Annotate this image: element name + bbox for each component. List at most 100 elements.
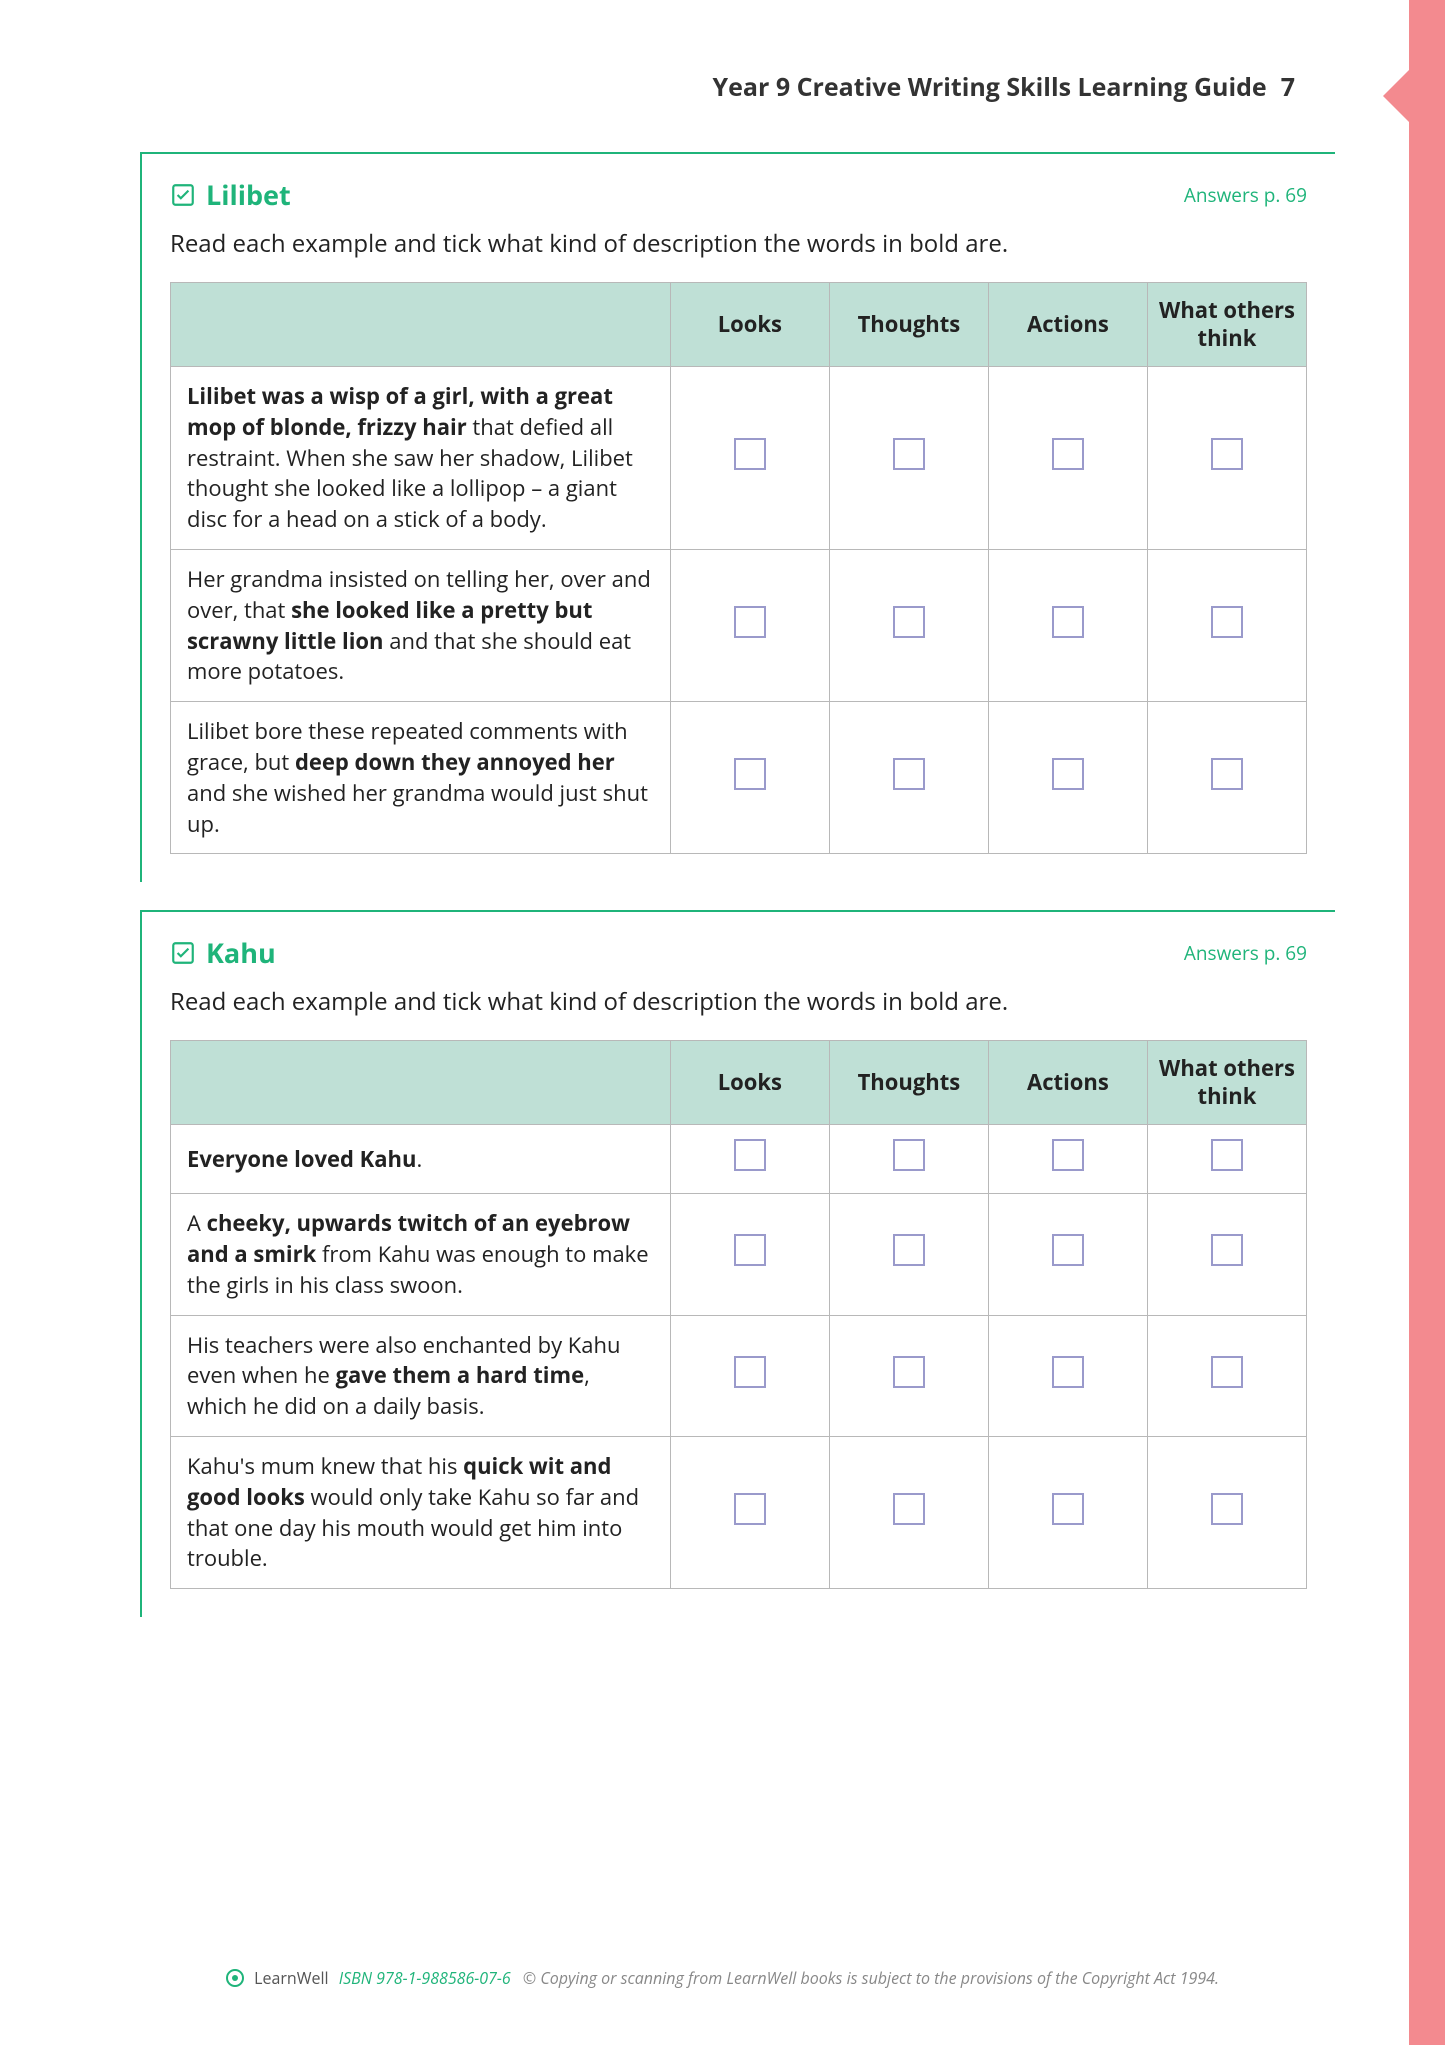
table-row: Lilibet bore these repeated comments wit…	[171, 702, 1307, 854]
table-column-header: Looks	[670, 1041, 829, 1125]
exercise-box: Lilibet Answers p. 69 Read each example an…	[140, 152, 1335, 882]
table-row: Everyone loved Kahu.	[171, 1125, 1307, 1194]
table-row: His teachers were also enchanted by Kahu…	[171, 1315, 1307, 1436]
tick-checkbox[interactable]	[1211, 1493, 1243, 1525]
text-segment: .	[416, 1144, 422, 1174]
page-header: Year 9 Creative Writing Skills Learning …	[140, 70, 1335, 104]
checkbox-cell	[1147, 1194, 1306, 1315]
answers-reference: Answers p. 69	[1184, 182, 1307, 208]
tick-checkbox[interactable]	[1211, 438, 1243, 470]
table-column-header: Actions	[988, 1041, 1147, 1125]
tick-checkbox[interactable]	[734, 1493, 766, 1525]
tick-checkbox[interactable]	[734, 758, 766, 790]
tick-checkbox[interactable]	[734, 1356, 766, 1388]
tick-checkbox[interactable]	[1052, 606, 1084, 638]
checkbox-cell	[988, 702, 1147, 854]
exercise-instructions: Read each example and tick what kind of …	[170, 227, 1307, 260]
footer-brand: LearnWell	[254, 1967, 328, 1989]
checkbox-cell	[988, 367, 1147, 550]
tick-checkbox[interactable]	[1211, 1234, 1243, 1266]
table-header-blank	[171, 1041, 671, 1125]
table-row: Lilibet was a wisp of a girl, with a gre…	[171, 367, 1307, 550]
checkbox-cell	[670, 1315, 829, 1436]
tick-checkbox[interactable]	[893, 1234, 925, 1266]
footer-isbn: ISBN 978-1-988586-07-6	[339, 1967, 511, 1989]
checkbox-cell	[670, 1194, 829, 1315]
checkbox-cell	[670, 1125, 829, 1194]
tick-checkbox[interactable]	[1052, 758, 1084, 790]
header-page-number: 7	[1281, 70, 1295, 104]
table-column-header: What others think	[1147, 283, 1306, 367]
exercise-box: KahuAnswers p. 69Read each example and t…	[140, 910, 1335, 1617]
checkbox-cell	[829, 1436, 988, 1588]
exercise-header: Lilibet Answers p. 69	[170, 176, 1307, 213]
description-cell: Lilibet was a wisp of a girl, with a gre…	[171, 367, 671, 550]
tick-checkbox[interactable]	[893, 1139, 925, 1171]
checkbox-cell	[829, 1125, 988, 1194]
table-header-blank	[171, 283, 671, 367]
checkbox-cell	[829, 1194, 988, 1315]
table-row: Her grandma insisted on telling her, ove…	[171, 549, 1307, 701]
text-segment: Kahu's mum knew that his	[187, 1451, 463, 1481]
bold-text-segment: gave them a hard time	[336, 1360, 585, 1390]
footer-copyright: © Copying or scanning from LearnWell boo…	[523, 1967, 1219, 1989]
tick-checkbox[interactable]	[1052, 1234, 1084, 1266]
text-segment: and she wished her grandma would just sh…	[187, 778, 648, 839]
checkbox-cell	[829, 549, 988, 701]
header-title: Year 9 Creative Writing Skills Learning …	[713, 70, 1267, 104]
checkbox-cell	[1147, 549, 1306, 701]
tick-checkbox[interactable]	[893, 758, 925, 790]
checkbox-cell	[1147, 367, 1306, 550]
text-segment: A	[187, 1208, 207, 1238]
table-column-header: Thoughts	[829, 283, 988, 367]
tick-checkbox[interactable]	[1211, 758, 1243, 790]
bold-text-segment: deep down they annoyed her	[295, 747, 615, 777]
tick-checkbox[interactable]	[734, 1139, 766, 1171]
tick-checkbox[interactable]	[1052, 438, 1084, 470]
table-column-header: Actions	[988, 283, 1147, 367]
table-row: A cheeky, upwards twitch of an eyebrow a…	[171, 1194, 1307, 1315]
tick-checkbox[interactable]	[1211, 606, 1243, 638]
checkbox-cell	[988, 1315, 1147, 1436]
description-cell: A cheeky, upwards twitch of an eyebrow a…	[171, 1194, 671, 1315]
tick-checkbox[interactable]	[734, 606, 766, 638]
footer: LearnWell ISBN 978-1-988586-07-6 © Copyi…	[0, 1967, 1445, 1989]
checkbox-cell	[670, 549, 829, 701]
tick-checkbox[interactable]	[893, 1356, 925, 1388]
tick-checkbox[interactable]	[1052, 1139, 1084, 1171]
tick-checkbox[interactable]	[1052, 1493, 1084, 1525]
tick-checkbox[interactable]	[893, 1493, 925, 1525]
exercise-table: LooksThoughtsActionsWhat others thinkEve…	[170, 1040, 1307, 1589]
exercise-header: Kahu Answers p. 69	[170, 934, 1307, 971]
checkbox-cell	[829, 702, 988, 854]
checkbox-cell	[1147, 1436, 1306, 1588]
tick-checkbox[interactable]	[893, 606, 925, 638]
exercise-title-text: Kahu	[206, 934, 276, 971]
answers-reference: Answers p. 69	[1184, 940, 1307, 966]
checkmark-box-icon	[170, 940, 196, 966]
checkbox-cell	[1147, 1315, 1306, 1436]
checkbox-cell	[829, 1315, 988, 1436]
exercise-table: LooksThoughtsActionsWhat others think Lil…	[170, 282, 1307, 854]
checkbox-cell	[988, 549, 1147, 701]
tick-checkbox[interactable]	[1211, 1356, 1243, 1388]
checkbox-cell	[988, 1194, 1147, 1315]
tick-checkbox[interactable]	[1211, 1139, 1243, 1171]
description-cell: Kahu's mum knew that his quick wit and g…	[171, 1436, 671, 1588]
checkbox-cell	[670, 1436, 829, 1588]
tick-checkbox[interactable]	[734, 438, 766, 470]
exercise-title: Kahu	[170, 934, 276, 971]
tick-checkbox[interactable]	[734, 1234, 766, 1266]
table-column-header: Thoughts	[829, 1041, 988, 1125]
checkbox-cell	[670, 367, 829, 550]
checkbox-cell	[1147, 702, 1306, 854]
checkbox-cell	[1147, 1125, 1306, 1194]
table-column-header: Looks	[670, 283, 829, 367]
checkbox-cell	[988, 1125, 1147, 1194]
tick-checkbox[interactable]	[1052, 1356, 1084, 1388]
table-row: Kahu's mum knew that his quick wit and g…	[171, 1436, 1307, 1588]
exercise-title: Lilibet	[170, 176, 291, 213]
description-cell: His teachers were also enchanted by Kahu…	[171, 1315, 671, 1436]
tick-checkbox[interactable]	[893, 438, 925, 470]
checkbox-cell	[670, 702, 829, 854]
